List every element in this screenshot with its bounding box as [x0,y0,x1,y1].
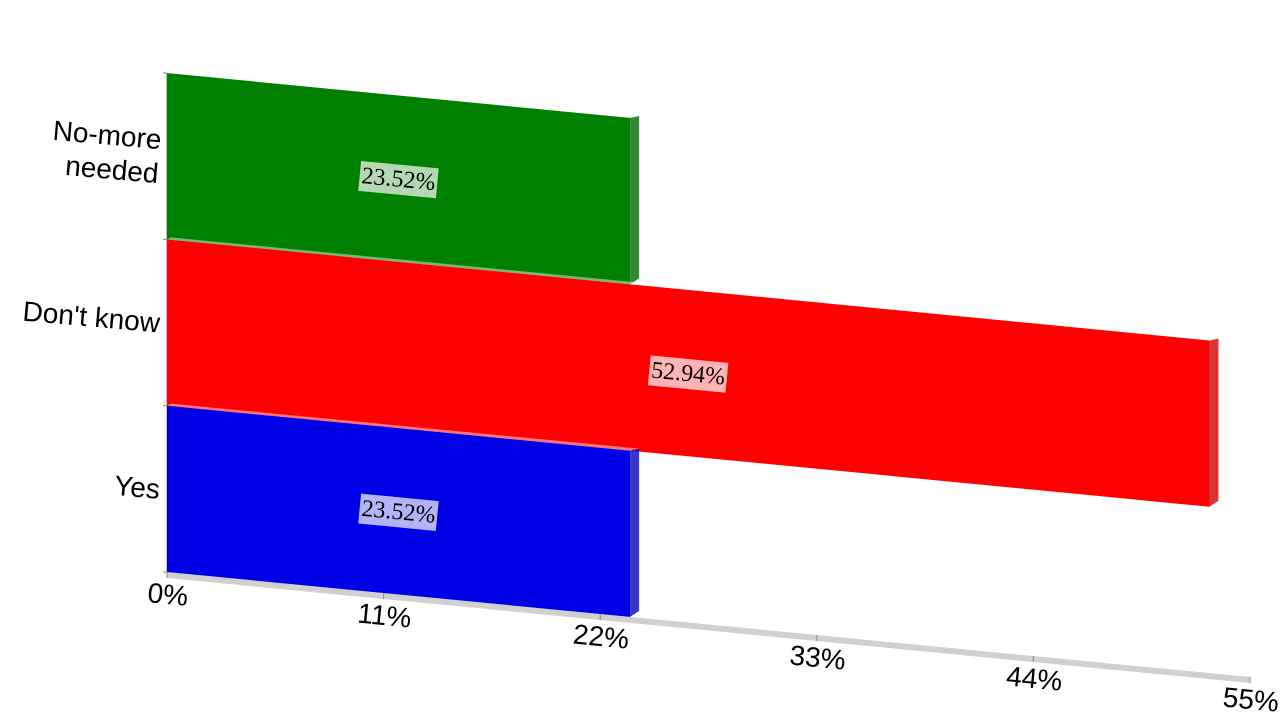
bar-side [630,115,640,285]
category-label: Yes [113,470,161,505]
x-tick-label: 11% [356,598,413,634]
x-tick-label: 33% [788,639,847,675]
value-label-group: 52.94% [647,355,729,393]
x-tick-label: 55% [1222,681,1280,717]
bar-side-shade [630,448,640,617]
category-label: No-moreneeded [49,115,163,189]
bar-top [167,403,640,451]
bar-side [630,448,640,617]
bar-top [167,71,640,118]
value-label-bg [358,160,439,199]
bar-top [167,237,1219,341]
x-tick-label: 44% [1005,660,1064,696]
floor [167,572,1250,684]
bar-side-shade [1209,338,1219,507]
category-label: Don't know [21,296,162,339]
value-label-group: 23.52% [358,493,439,531]
value-label-bg [358,493,439,531]
value-label-bg [647,355,729,393]
bar-side-shade [630,115,640,285]
x-tick-label: 22% [572,618,631,654]
bar-side [1209,338,1219,507]
value-label-group: 23.52% [358,160,439,199]
x-tick-label: 0% [146,577,189,612]
